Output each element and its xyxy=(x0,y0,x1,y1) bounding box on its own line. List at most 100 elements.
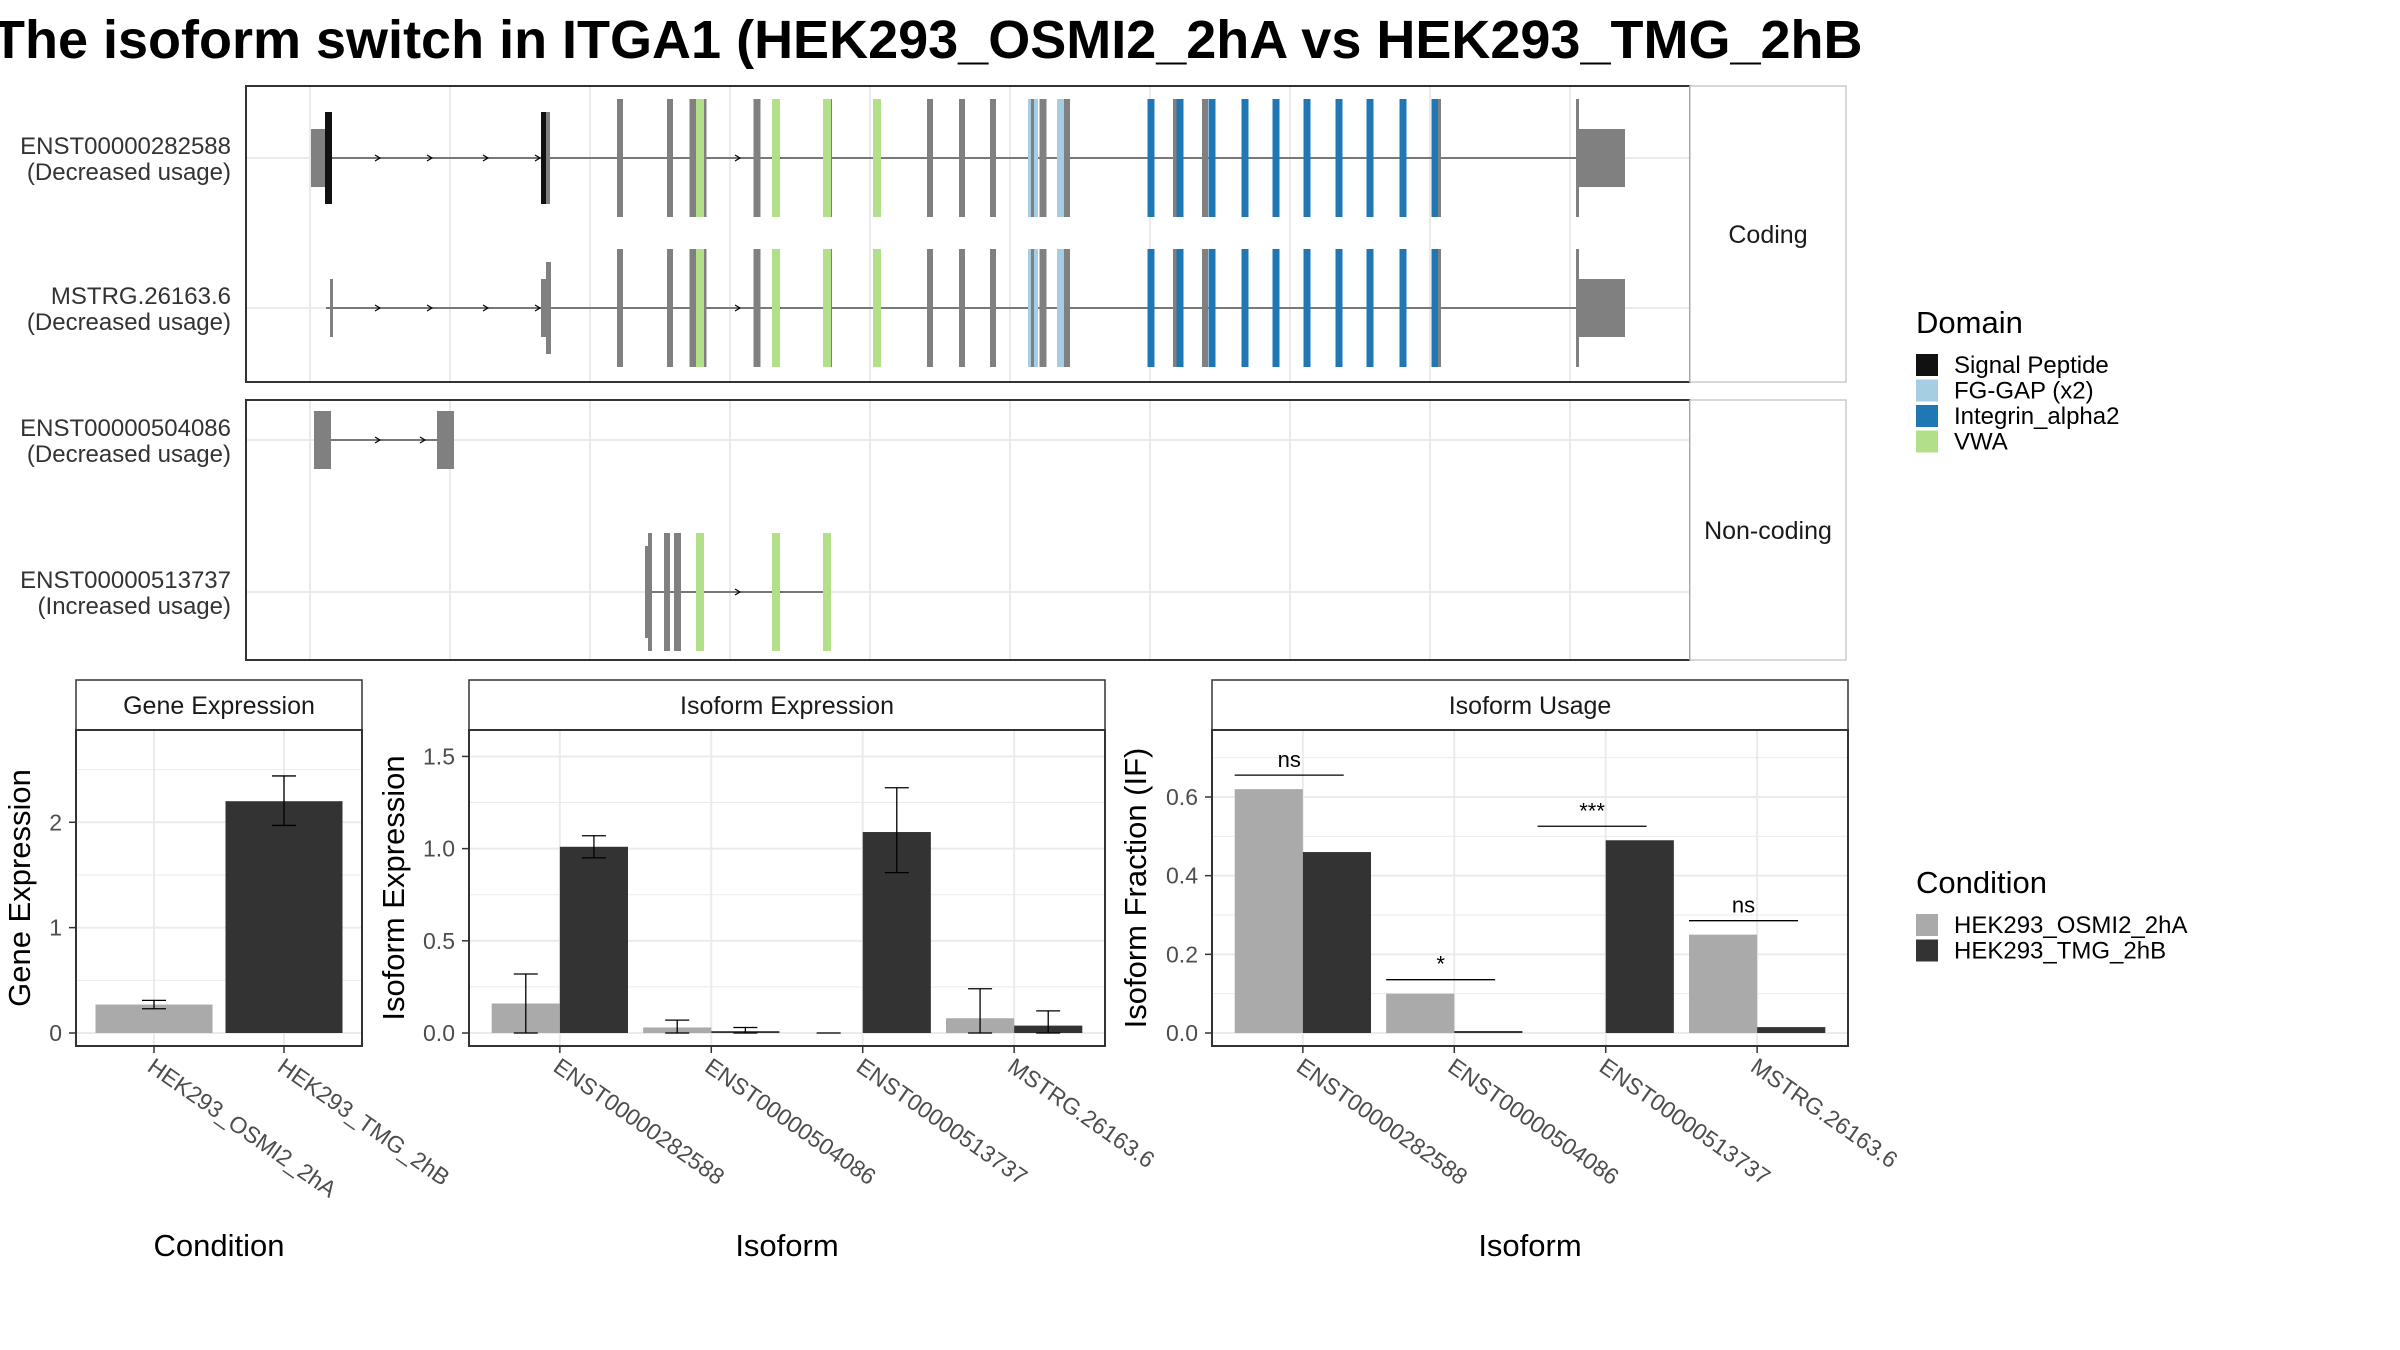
transcript-usage-label: (Decreased usage) xyxy=(27,441,231,468)
integrin-alpha2-domain-exon xyxy=(1399,249,1407,367)
facet-label: Non-coding xyxy=(1704,517,1832,545)
chart-title: The isoform switch in ITGA1 (HEK293_OSMI… xyxy=(0,10,1863,70)
y-axis-title: Isoform Expression xyxy=(376,755,411,1020)
integrin-alpha2-domain-exon xyxy=(1208,99,1216,217)
vwa-domain-exon xyxy=(696,99,704,217)
exon xyxy=(1579,279,1625,337)
intron-arrow xyxy=(534,154,542,162)
exon xyxy=(674,533,681,651)
x-tick-label: MSTRG.26163.6 xyxy=(1003,1053,1159,1173)
domain-legend-key xyxy=(1916,354,1938,376)
condition-legend-label: HEK293_OSMI2_2hA xyxy=(1954,912,2187,939)
integrin-alpha2-domain-exon xyxy=(1335,99,1343,217)
exon xyxy=(1202,99,1208,217)
integrin-alpha2-domain-exon xyxy=(1399,99,1407,217)
intron-arrow xyxy=(426,304,434,312)
integrin-alpha2-domain-exon xyxy=(1431,99,1439,217)
vwa-domain-exon xyxy=(873,99,881,217)
transcript-panel: Non-coding ENST00000504086(Decreased usag… xyxy=(20,399,1847,661)
domain-legend-label: Integrin_alpha2 xyxy=(1954,403,2119,430)
vwa-domain-exon xyxy=(696,533,704,651)
integrin-alpha2-domain-exon xyxy=(1431,249,1439,367)
intron-arrow xyxy=(734,588,742,596)
bar xyxy=(1689,934,1758,1033)
facet-strip xyxy=(1689,399,1847,661)
plot-border xyxy=(468,729,1106,1047)
exon xyxy=(1438,99,1441,217)
fg-gap-domain-exon xyxy=(1057,99,1067,217)
integrin-alpha2-domain-exon xyxy=(1241,99,1249,217)
domain-legend-label: FG-GAP (x2) xyxy=(1954,378,2094,405)
signal-peptide-exon xyxy=(325,112,332,204)
condition-legend-title: Condition xyxy=(1916,865,2047,900)
integrin-alpha2-domain-exon xyxy=(1176,99,1184,217)
transcript-usage-label: (Increased usage) xyxy=(38,593,231,620)
intron-arrow xyxy=(374,304,382,312)
intron-arrow xyxy=(374,436,382,444)
integrin-alpha2-domain-exon xyxy=(1366,249,1374,367)
exon xyxy=(1576,99,1579,217)
vwa-domain-exon xyxy=(823,99,831,217)
fg-gap-domain-exon xyxy=(1057,249,1067,367)
domain-legend-label: Signal Peptide xyxy=(1954,352,2109,379)
y-tick-label: 1.5 xyxy=(423,743,455,769)
integrin-alpha2-domain-exon xyxy=(1366,99,1374,217)
domain-legend-key xyxy=(1916,430,1938,453)
exon xyxy=(990,249,996,367)
integrin-alpha2-domain-exon xyxy=(1176,249,1184,367)
transcript-id-label: MSTRG.26163.6 xyxy=(51,283,231,310)
y-axis-title: Isoform Fraction (IF) xyxy=(1118,748,1153,1029)
significance-label: *** xyxy=(1579,798,1605,823)
intron-arrow xyxy=(419,436,427,444)
bar xyxy=(1302,852,1371,1033)
exon xyxy=(990,99,996,217)
bar xyxy=(1234,789,1303,1033)
condition-legend-key xyxy=(1916,914,1938,936)
exon xyxy=(311,129,327,187)
facet-label: Coding xyxy=(1728,221,1807,249)
integrin-alpha2-domain-exon xyxy=(1241,249,1249,367)
intron-arrow xyxy=(482,154,490,162)
transcript-id-label: ENST00000504086 xyxy=(20,415,231,442)
condition-legend-key xyxy=(1916,939,1938,962)
y-tick-label: 2 xyxy=(49,809,62,835)
integrin-alpha2-domain-exon xyxy=(1272,99,1280,217)
exon xyxy=(617,249,623,367)
exon xyxy=(1202,249,1208,367)
vwa-domain-exon xyxy=(772,533,780,651)
y-tick-label: 0 xyxy=(49,1020,62,1046)
intron-arrow xyxy=(374,154,382,162)
integrin-alpha2-domain-exon xyxy=(1335,249,1343,367)
plot-border xyxy=(1211,729,1849,1047)
exon xyxy=(1438,249,1441,367)
significance-label: ns xyxy=(1278,747,1301,772)
x-axis-title: Condition xyxy=(154,1228,285,1263)
transcript-id-label: ENST00000513737 xyxy=(20,567,231,594)
x-tick-label: MSTRG.26163.6 xyxy=(1746,1053,1902,1173)
condition-legend-label: HEK293_TMG_2hB xyxy=(1954,938,2166,965)
y-tick-label: 0.0 xyxy=(423,1020,455,1046)
vwa-domain-exon xyxy=(823,533,831,651)
plot-border xyxy=(75,729,363,1047)
facet-strip xyxy=(1689,85,1847,383)
bar xyxy=(1757,1027,1826,1033)
exon xyxy=(1173,249,1179,367)
exon xyxy=(689,249,697,367)
expression-plots: Gene Expression012HEK293_OSMI2_2hAHEK293… xyxy=(2,679,1903,1263)
x-axis-title: Isoform xyxy=(1478,1228,1581,1263)
exon xyxy=(667,99,673,217)
panel-title: Gene Expression xyxy=(123,692,315,720)
exon xyxy=(1064,249,1067,367)
exon xyxy=(648,533,652,651)
exon xyxy=(1173,99,1179,217)
transcript-ENST00000504086 xyxy=(314,411,454,469)
domain-legend-label: VWA xyxy=(1954,429,2008,456)
coding-transcripts xyxy=(311,99,1625,367)
vwa-domain-exon xyxy=(873,249,881,367)
intron-arrow xyxy=(482,304,490,312)
panel-strip xyxy=(468,679,1106,731)
panel-strip xyxy=(1211,679,1849,731)
